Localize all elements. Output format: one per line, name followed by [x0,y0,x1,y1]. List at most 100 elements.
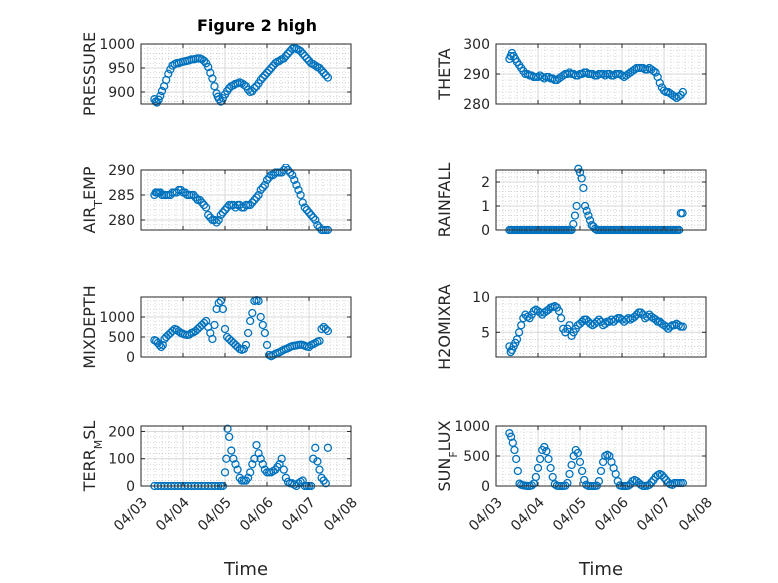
data-point [279,465,288,474]
data-point [258,320,267,330]
data-point [248,460,257,469]
data-point [649,66,658,76]
data-point [302,54,312,63]
data-point [638,63,648,73]
data-point [311,443,320,452]
data-point [309,454,318,463]
data-point [321,479,330,488]
data-point [306,210,316,220]
data-point [315,63,324,73]
data-point [510,445,519,455]
y-tick-label: 290 [108,163,135,179]
series-markers [505,48,688,103]
data-point [613,477,622,486]
data-point [174,327,183,336]
data-point [214,298,223,308]
y-tick-label: 0 [126,479,135,495]
data-point [531,472,541,482]
y-tick-label: 1000 [454,419,490,435]
data-point [550,302,559,311]
data-point [309,213,318,222]
y-tick-label: 300 [463,37,490,53]
data-point [262,175,272,185]
data-point [611,469,620,479]
data-point [659,473,669,482]
data-point [592,317,601,326]
y-tick-label: 1000 [99,37,135,53]
data-point [304,208,314,217]
data-point [546,463,555,473]
data-point [311,61,320,70]
data-point [570,211,580,220]
data-point [567,460,576,470]
data-point [588,69,597,79]
data-point [657,471,667,480]
data-point [313,220,322,230]
data-point [206,213,215,222]
data-point [636,308,646,317]
data-point [572,201,581,211]
data-point [556,314,566,323]
data-point [584,211,593,220]
data-point [157,342,166,352]
data-point [252,193,261,202]
data-point [256,75,265,85]
y-tick-label: 500 [463,449,490,465]
data-point [246,200,255,210]
data-point [210,82,219,91]
data-point [512,454,521,464]
data-point [241,340,251,350]
data-point [296,477,305,487]
data-point [269,466,278,476]
y-tick-label: 0 [126,350,135,366]
data-point [246,468,255,477]
data-point [197,198,207,207]
data-point [302,205,312,215]
y-tick-label: 900 [108,85,135,101]
data-point [279,54,288,63]
y-axis-label: H2OMIXRA [435,284,454,370]
data-point [154,95,163,104]
data-point [575,457,585,467]
y-tick-label: 280 [108,213,135,229]
data-point [195,195,204,205]
data-point [212,218,221,227]
data-point [264,66,274,75]
data-point [288,479,297,488]
y-axis-label: MIXDEPTH [80,285,99,368]
data-point [513,466,522,476]
data-point [285,168,295,177]
data-point [231,460,240,469]
data-point [189,190,198,200]
data-point [258,460,267,469]
data-point [227,446,236,455]
series-markers [150,164,333,235]
series-markers [150,296,333,361]
data-point [523,312,532,321]
data-point [542,447,551,456]
data-point [214,215,223,225]
data-point [651,315,660,324]
data-point [678,322,688,331]
data-point [216,210,225,220]
axes-box [495,296,707,358]
data-point [577,69,587,79]
data-point [231,203,240,212]
data-point [250,195,259,205]
data-point [315,336,324,346]
y-tick-label: 5 [481,325,490,341]
data-point [220,324,230,334]
data-point [220,468,230,477]
data-point [577,174,586,183]
data-point [156,91,165,100]
data-point [246,316,255,326]
data-point [594,315,604,324]
data-point [605,69,614,79]
data-point [598,69,608,79]
data-point [157,86,167,96]
